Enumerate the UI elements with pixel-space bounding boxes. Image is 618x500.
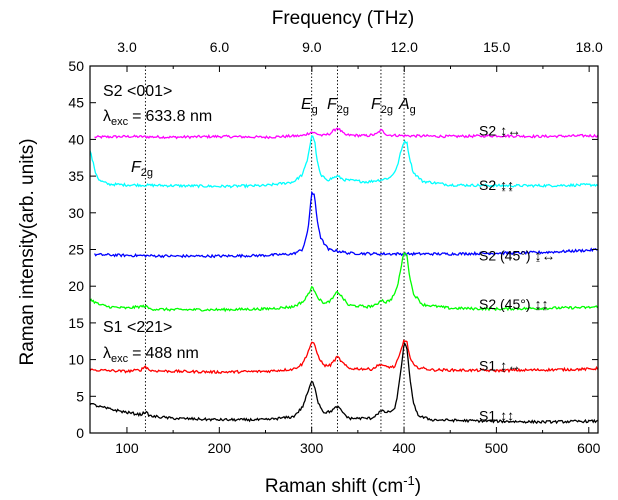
series-line [94,190,598,259]
y-tick-label: 15 [68,315,84,331]
series-line [90,252,598,313]
peak-label-eg: Eg [301,96,318,116]
series-group [90,127,598,425]
x-tick-label: 600 [577,440,601,456]
series-label: S2 (45°) ↨↔ [479,247,555,263]
y-tick-label: 40 [68,131,84,147]
series-line [90,135,598,189]
x-tick-label: 200 [208,440,232,456]
peak-label-ag: Ag [398,96,416,116]
y-axis-title: Raman intensity(arb. units) [17,138,38,365]
x-tick-label: 100 [115,440,139,456]
series-label: S2 (45°) ↨↨ [479,296,548,312]
s1-header-annotation: S1 <221> [103,319,172,336]
x-tick-label: 400 [392,440,416,456]
series-label: S2 ↨↨ [479,177,514,193]
top-tick-label: 12.0 [391,39,418,55]
s1-lambda-annotation: λexc = 488 nm [103,345,199,365]
top-tick-label: 6.0 [210,39,230,55]
y-tick-label: 0 [76,425,84,441]
s2-header-annotation: S2 <001> [103,83,172,100]
series-label: S1 ↨↨ [479,407,514,423]
x-axis-title-main: Raman shift (cm [265,476,403,497]
x-axis-title-exp: -1 [403,473,415,488]
y-tick-label: 30 [68,205,84,221]
top-tick-label: 15.0 [483,39,510,55]
plot-area: S2 ↨↔ S2 ↨↨ S2 (45°) ↨↔ S2 (45°) ↨↨ S1 ↨↔ S1 … [68,39,603,456]
y-tick-label: 45 [68,95,84,111]
y-tick-label: 35 [68,168,84,184]
top-tick-label: 18.0 [576,39,603,55]
series-label: S1 ↨↔ [479,357,521,373]
series-line [94,127,598,140]
top-tick-label: 3.0 [117,39,137,55]
y-tick-label: 20 [68,278,84,294]
y-tick-label: 25 [68,242,84,258]
peak-label-f2g-375: F2g [371,96,393,116]
x-tick-label: 300 [300,440,324,456]
x-axis-title: Raman shift (cm-1) [265,473,421,497]
top-tick-label: 9.0 [302,39,322,55]
y-tick-label: 50 [68,58,84,74]
top-axis-title: Frequency (THz) [272,8,415,29]
series-line [90,341,598,425]
peak-label-f2g-120: F2g [131,159,153,179]
y-tick-label: 10 [68,352,84,368]
series-label: S2 ↨↔ [479,123,521,139]
series-line [90,339,598,375]
y-tick-label: 5 [76,388,84,404]
x-tick-label: 500 [485,440,509,456]
s2-lambda-annotation: λexc = 633.8 nm [103,108,212,128]
peak-label-f2g-328: F2g [327,96,349,116]
